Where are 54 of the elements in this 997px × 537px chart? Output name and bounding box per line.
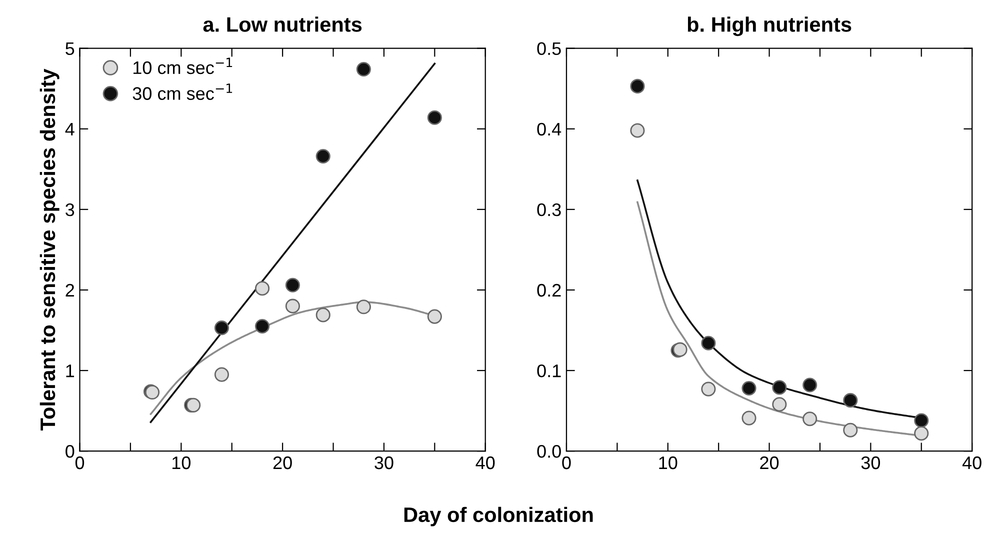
x-tick-label: 10 bbox=[659, 456, 678, 470]
chart-title: a. Low nutrients bbox=[203, 16, 362, 32]
y-tick-label: 5 bbox=[66, 42, 74, 56]
chart-title: b. High nutrients bbox=[688, 16, 852, 36]
point bbox=[254, 281, 270, 296]
point bbox=[316, 148, 330, 164]
point bbox=[630, 78, 645, 94]
y-tick-label: 0.3 bbox=[537, 203, 561, 216]
x-tick-label: 30 bbox=[861, 456, 880, 470]
point bbox=[254, 318, 270, 334]
point bbox=[772, 380, 787, 395]
x-tick-label: 10 bbox=[172, 456, 190, 470]
y-tick-label: 1 bbox=[66, 364, 74, 378]
x-axis-title: Day of colonization bbox=[404, 506, 593, 526]
point bbox=[843, 422, 858, 438]
x-tick-label: 20 bbox=[273, 456, 292, 470]
point bbox=[285, 298, 300, 314]
point bbox=[214, 367, 230, 382]
y-tick-label: 4 bbox=[65, 123, 74, 136]
y-tick-label: 0.1 bbox=[537, 364, 561, 378]
point bbox=[356, 62, 371, 77]
y-axis-title: Tolerant to sensitive species density bbox=[40, 68, 60, 430]
point bbox=[802, 378, 818, 392]
y-tick-label: 0.2 bbox=[537, 284, 561, 297]
point bbox=[802, 412, 818, 426]
x-tick-label: 30 bbox=[374, 456, 394, 470]
y-tick-label: 0.4 bbox=[537, 122, 562, 136]
x-tick-label: 20 bbox=[760, 456, 779, 470]
point bbox=[701, 382, 716, 396]
legend-label: 10 cm sec$^{−1}$ bbox=[134, 58, 232, 74]
x-tick-label: 40 bbox=[476, 456, 495, 470]
y-tick-label: 0.0 bbox=[537, 445, 561, 458]
legend-label: 30 cm sec$^{−1}$ bbox=[132, 84, 232, 100]
point bbox=[742, 380, 756, 396]
point bbox=[843, 393, 858, 408]
point bbox=[427, 309, 442, 324]
point bbox=[427, 110, 442, 125]
point bbox=[285, 278, 300, 292]
point bbox=[742, 410, 756, 426]
x-tick-label: 0 bbox=[75, 456, 84, 470]
point bbox=[772, 397, 787, 412]
point bbox=[630, 123, 645, 138]
x-tick-label: 40 bbox=[962, 456, 982, 470]
point bbox=[701, 336, 716, 350]
x-tick-label: 0 bbox=[562, 456, 571, 470]
point bbox=[914, 426, 929, 441]
y-tick-label: 0 bbox=[66, 445, 74, 458]
y-tick-label: 0.5 bbox=[537, 42, 561, 56]
point bbox=[316, 308, 330, 322]
y-tick-label: 2 bbox=[66, 284, 74, 297]
point bbox=[356, 300, 371, 314]
point bbox=[914, 413, 929, 428]
y-tick-label: 3 bbox=[66, 203, 74, 216]
point bbox=[214, 320, 230, 336]
